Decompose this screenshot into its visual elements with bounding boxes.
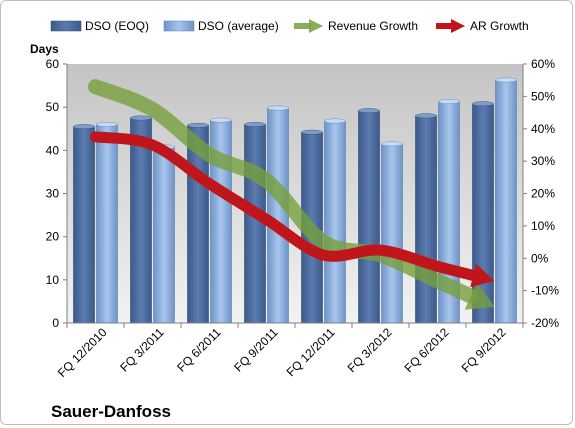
left-tick-label-5: 50 [46, 100, 60, 114]
right-tick-label-8: 60% [531, 57, 555, 71]
bar-dso-eoq-3 [244, 124, 266, 324]
series-line-revenue-growth [88, 79, 479, 304]
right-tick-label-1: -10% [531, 284, 559, 298]
bar-dso-eoq-6 [415, 115, 437, 324]
bar-dso-average-3 [267, 107, 289, 324]
series-line-ar-growth [90, 131, 479, 281]
bar-top-dso-average-7 [495, 77, 517, 83]
left-tick-label-0: 0 [52, 316, 59, 330]
x-tick-label-5: FQ 3/2012 [345, 325, 395, 375]
legend-swatch-dso-eoq [50, 20, 82, 32]
right-tick-label-3: 10% [531, 219, 555, 233]
right-tick-label-6: 40% [531, 122, 555, 136]
legend-swatch-dso-average [163, 20, 195, 32]
bar-dso-eoq-5 [358, 110, 380, 324]
x-tick-label-4: FQ 12/2011 [284, 325, 338, 379]
x-tick-label-2: FQ 6/2011 [174, 325, 224, 375]
bar-top-dso-eoq-2 [187, 122, 209, 128]
bar-dso-average-4 [324, 120, 346, 324]
bar-top-dso-average-6 [438, 99, 460, 104]
left-tick-label-1: 10 [46, 273, 60, 287]
bar-top-dso-average-4 [324, 118, 346, 124]
left-tick-label-2: 20 [46, 230, 60, 244]
right-tick-labels: -20% -10% 0% 10% 20% 30% 40% 50% 60% [523, 57, 559, 330]
x-tick-label-3: FQ 9/2011 [231, 325, 281, 375]
x-tick-label-6: FQ 6/2012 [402, 325, 452, 375]
bar-top-dso-eoq-5 [358, 108, 380, 114]
bar-dso-average-7 [495, 79, 517, 324]
series-arrowhead-ar-growth [470, 263, 495, 288]
bar-dso-average-5 [381, 143, 403, 324]
y-axis-title-left: Days [30, 42, 59, 56]
bar-top-dso-average-0 [96, 122, 118, 127]
legend-arrow-ar-growth [436, 19, 465, 33]
right-tick-label-2: 0% [531, 251, 549, 265]
bar-top-dso-average-5 [381, 141, 403, 147]
bar-top-dso-eoq-6 [415, 113, 437, 119]
left-tick-labels: 0 10 20 30 40 50 60 [46, 57, 67, 330]
bar-top-dso-average-3 [267, 105, 289, 111]
bar-top-dso-eoq-0 [73, 124, 95, 129]
bar-dso-average-0 [96, 124, 118, 324]
company-label: Sauer-Danfoss [51, 402, 171, 421]
legend: DSO (EOQ) DSO (average) Revenue Growth A… [50, 19, 529, 33]
left-tick-label-6: 60 [46, 57, 60, 71]
bar-top-dso-eoq-3 [244, 122, 266, 127]
legend-label-ar-growth: AR Growth [470, 19, 529, 33]
left-tick-label-3: 30 [46, 187, 60, 201]
legend-label-dso-eoq: DSO (EOQ) [85, 19, 149, 33]
right-tick-label-4: 20% [531, 187, 555, 201]
bar-dso-average-1 [153, 146, 175, 324]
x-tick-label-0: FQ 12/2010 [55, 325, 110, 380]
arrows-layer [88, 79, 495, 310]
bar-top-dso-eoq-7 [472, 101, 494, 107]
right-tick-label-5: 30% [531, 154, 555, 168]
x-tick-labels: FQ 12/2010 FQ 3/2011 FQ 6/2011 FQ 9/2011 FQ … [55, 323, 524, 380]
bar-top-dso-eoq-1 [130, 115, 152, 121]
right-tick-label-7: 50% [531, 89, 555, 103]
x-tick-label-1: FQ 3/2011 [117, 325, 167, 375]
left-tick-label-4: 40 [46, 143, 60, 157]
bar-top-dso-average-2 [210, 117, 232, 123]
bar-dso-eoq-0 [73, 126, 95, 324]
x-tick-label-7: FQ 9/2012 [459, 325, 509, 375]
legend-label-dso-average: DSO (average) [198, 19, 279, 33]
legend-arrow-revenue-growth [294, 19, 323, 33]
bar-top-dso-eoq-4 [301, 129, 323, 135]
series-arrowhead-revenue-growth [464, 282, 495, 310]
right-tick-label-0: -20% [531, 316, 559, 330]
legend-label-revenue-growth: Revenue Growth [328, 19, 418, 33]
